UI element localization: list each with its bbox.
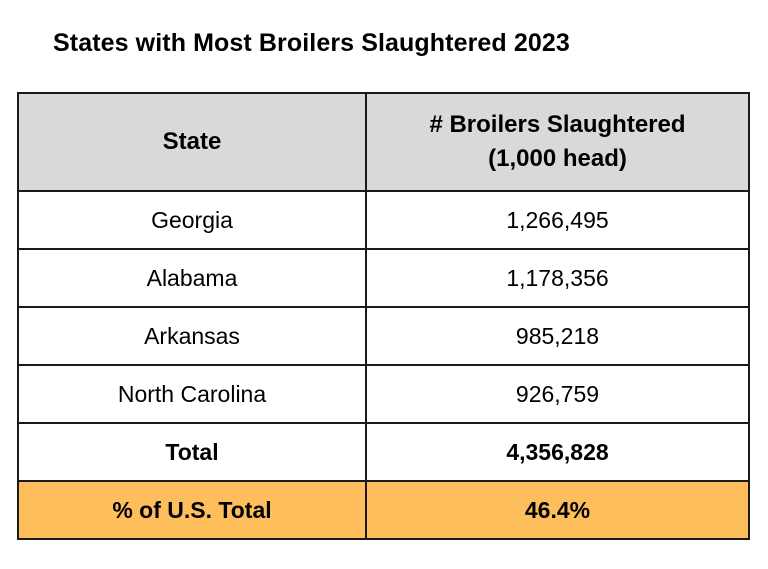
table-row: Alabama 1,178,356 (17, 248, 750, 308)
total-row: Total 4,356,828 (17, 422, 750, 482)
percent-value: 46.4% (365, 480, 750, 540)
state-cell: Georgia (17, 190, 367, 250)
column-header-state: State (17, 92, 367, 192)
value-cell: 1,266,495 (365, 190, 750, 250)
state-cell: Alabama (17, 248, 367, 308)
state-cell: Arkansas (17, 306, 367, 366)
column-header-broilers: # Broilers Slaughtered (1,000 head) (365, 92, 750, 192)
table-row: Arkansas 985,218 (17, 306, 750, 366)
total-value: 4,356,828 (365, 422, 750, 482)
page-title: States with Most Broilers Slaughtered 20… (53, 29, 570, 57)
percent-row: % of U.S. Total 46.4% (17, 480, 750, 540)
value-cell: 985,218 (365, 306, 750, 366)
total-label: Total (17, 422, 367, 482)
broilers-table: State # Broilers Slaughtered (1,000 head… (17, 92, 750, 540)
table-row: North Carolina 926,759 (17, 364, 750, 424)
table-row: Georgia 1,266,495 (17, 190, 750, 250)
table-header-row: State # Broilers Slaughtered (1,000 head… (17, 92, 750, 192)
column-header-broilers-line1: # Broilers Slaughtered (429, 111, 686, 138)
percent-label: % of U.S. Total (17, 480, 367, 540)
column-header-broilers-line2: (1,000 head) (488, 145, 627, 172)
state-cell: North Carolina (17, 364, 367, 424)
value-cell: 926,759 (365, 364, 750, 424)
value-cell: 1,178,356 (365, 248, 750, 308)
